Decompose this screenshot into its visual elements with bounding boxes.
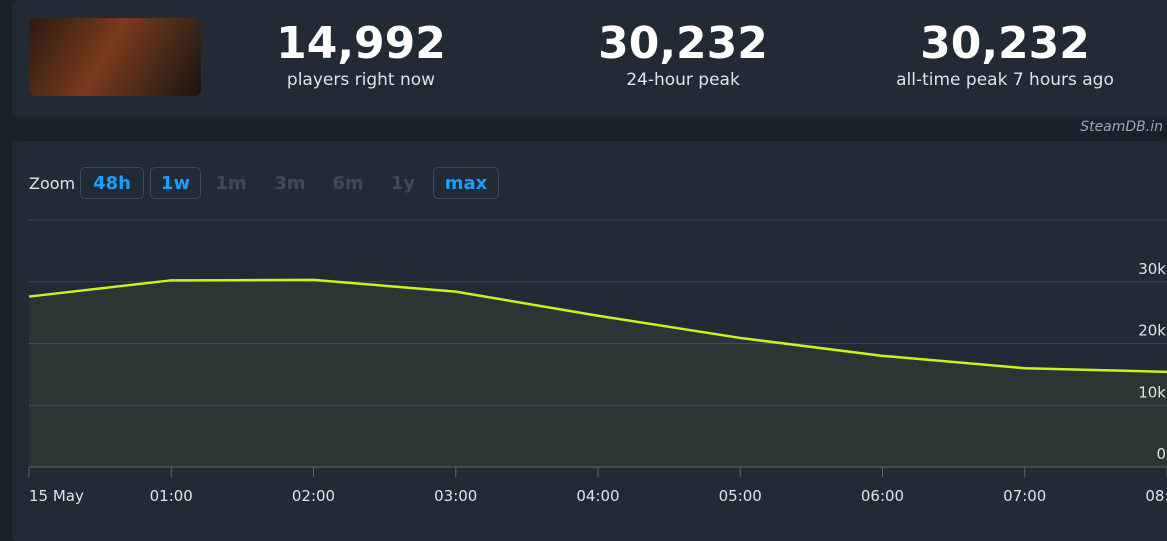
stat: 14,992 players right now	[231, 18, 491, 90]
credit[interactable]: SteamDB.in	[1080, 119, 1163, 135]
stat: 30,232 24-hour peak	[553, 18, 813, 90]
x-tick-label: 05:00	[719, 487, 762, 505]
x-tick-label: 03:00	[434, 487, 477, 505]
x-tick-label: 06:00	[861, 487, 904, 505]
y-tick-label: 20k	[1138, 322, 1166, 340]
zoom-button[interactable]: 48h	[80, 167, 144, 199]
zoom-label: Zoom	[29, 174, 76, 193]
y-tick-label: 0	[1156, 445, 1166, 463]
line	[28, 278, 1167, 374]
y-tick-label: 30k	[1138, 260, 1166, 278]
y-tick-label: 10k	[1138, 383, 1166, 401]
x-tick-label: 15 May	[29, 487, 84, 505]
zoom-button[interactable]: 1w	[150, 167, 201, 199]
stat-value: 30,232	[920, 18, 1090, 69]
stat-label: players right now	[286, 70, 436, 90]
x-tick-label: 04:00	[576, 487, 619, 505]
chart-panel	[12, 141, 1167, 541]
zoom-button[interactable]: 6m	[332, 173, 364, 194]
page: 14,992 players right now 30,232 24-hour pea…	[12, 0, 1167, 541]
zoom-button[interactable]: 1y	[390, 173, 416, 194]
x-tick-label: 01:00	[150, 487, 193, 505]
stat: 30,232 all-time peak 7 hours ago	[875, 18, 1135, 90]
zoom-button[interactable]: 3m	[274, 173, 306, 194]
stat-label: 24-hour peak	[626, 70, 740, 90]
chart: 0 10k 20k 30k 15 May 01:00 02:00 03:00 04:00 05:0…	[28, 219, 1167, 505]
x-tick-label: 08:00	[1145, 487, 1167, 505]
stat-value: 14,992	[276, 18, 446, 69]
stat-label: all-time peak 7 hours ago	[896, 70, 1114, 90]
stat-value: 30,232	[598, 18, 768, 69]
x-tick-label: 07:00	[1003, 487, 1046, 505]
zoom-button[interactable]: 1m	[215, 173, 247, 194]
area	[29, 279, 1167, 467]
zoom-button[interactable]: max	[433, 167, 499, 199]
x-tick-label: 02:00	[292, 487, 335, 505]
game-logo[interactable]	[29, 18, 201, 96]
stats-panel	[12, 0, 1167, 116]
